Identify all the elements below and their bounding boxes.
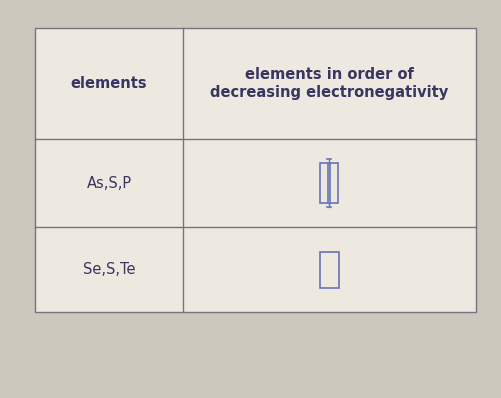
Bar [330,163,339,203]
Text: Se,S,Te: Se,S,Te [83,262,135,277]
Bar [321,163,329,203]
Bar [35,139,476,227]
Bar [320,252,339,287]
Bar [35,227,476,312]
Text: elements: elements [71,76,147,91]
Text: As,S,P: As,S,P [86,176,132,191]
Text: elements in order of
decreasing electronegativity: elements in order of decreasing electron… [210,67,448,100]
Bar [35,28,476,139]
Bar [35,28,476,312]
